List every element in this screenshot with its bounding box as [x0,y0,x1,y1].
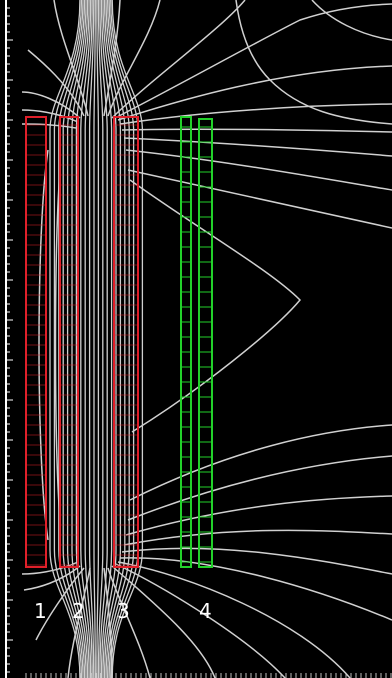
field-line [23,565,81,591]
field-line [27,49,85,117]
field-line [100,0,113,678]
field-line [75,0,90,678]
coil-1-outline [25,116,47,568]
field-line [108,0,135,678]
field-lines-outer [21,0,392,678]
field-line [125,495,392,536]
field-line [114,3,392,119]
coil-label-1: 1 [34,599,47,623]
field-line [53,0,83,678]
secondary-coil-windings [181,126,212,563]
field-line [129,179,302,433]
field-line [119,557,392,621]
field-line [129,424,392,501]
field-line [117,561,351,678]
field-line [107,567,151,678]
field-line [58,0,84,678]
field-line [84,0,93,678]
field-line [121,128,392,133]
field-line [107,0,161,117]
coil-3-outline [113,116,139,568]
field-line [115,563,286,678]
field-line [96,0,100,678]
field-line [53,0,89,117]
bottom-ruler [22,671,392,678]
coil-label-3: 3 [117,599,130,623]
field-line [127,455,392,521]
coil-4b-outline [198,118,213,568]
field-line [119,103,392,125]
ruler-ticks [6,7,13,673]
field-line [71,0,89,678]
field-line [125,149,392,191]
field-line [127,169,392,229]
field-line [106,0,130,678]
field-line [97,0,104,678]
field-line [62,0,86,678]
field-line [88,0,95,678]
field-line [103,0,122,678]
coil-label-2: 2 [72,599,85,623]
field-line [80,0,92,678]
field-line [111,0,144,678]
field-line [123,137,392,157]
field-lines-core [49,0,144,678]
field-line [66,0,87,678]
coil-label-4: 4 [199,599,212,623]
field-line [111,0,246,119]
field-line [93,0,96,678]
secondary-coils [180,116,213,568]
field-line [99,0,108,678]
field-line [105,0,126,678]
field-line [121,547,392,575]
coil-2-outline [59,116,79,568]
field-line [311,0,392,41]
field-line [54,169,61,521]
field-line [102,0,117,678]
field-line [21,91,81,119]
coil-4a-outline [180,116,192,568]
field-line [117,65,392,121]
field-line [235,0,392,125]
primary-coils [25,116,139,568]
field-line [123,529,392,546]
left-ruler [5,0,13,678]
bottom-ticks [25,673,392,678]
primary-coil-windings [26,124,138,566]
field-line [49,0,81,678]
